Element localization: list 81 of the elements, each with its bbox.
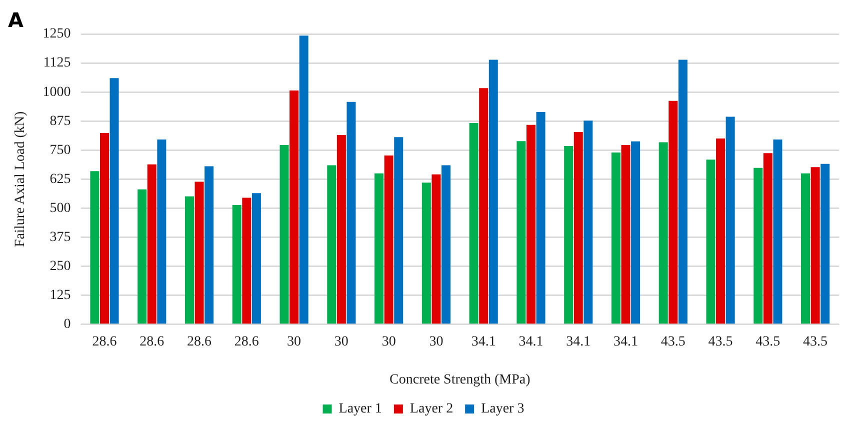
y-tick-label: 500 [50, 200, 71, 216]
bar [488, 60, 498, 324]
bar [810, 167, 820, 324]
legend-label: Layer 1 [338, 402, 382, 417]
bar [516, 141, 526, 324]
x-tick-label: 34.1 [614, 334, 638, 350]
y-tick-label: 375 [50, 230, 71, 245]
bar [773, 139, 782, 324]
bar [706, 160, 716, 324]
y-tick-label: 250 [50, 258, 71, 274]
x-tick-label: 30 [429, 334, 444, 350]
y-tick-label: 875 [50, 114, 71, 129]
bar [536, 112, 546, 324]
x-tick-label: 43.5 [708, 334, 733, 350]
y-tick-label: 125 [50, 288, 71, 304]
bar [441, 165, 451, 324]
bar [157, 139, 166, 324]
bar [184, 196, 194, 324]
bar [611, 152, 620, 324]
bar [138, 189, 147, 324]
y-tick-label: 0 [64, 317, 71, 332]
legend-label: Layer 3 [481, 402, 524, 417]
x-tick-label: 30 [287, 334, 302, 350]
bar [716, 138, 726, 324]
bar [147, 164, 156, 324]
bar [346, 102, 356, 324]
bar [299, 36, 308, 324]
bar [204, 166, 214, 324]
bar [394, 137, 404, 324]
bar [621, 145, 630, 324]
chart-title: A [8, 8, 24, 32]
bar [90, 171, 100, 324]
x-tick-label: 34.1 [518, 334, 544, 350]
bar [526, 124, 536, 324]
bar [252, 193, 261, 324]
bar [232, 204, 242, 324]
bar [432, 174, 441, 324]
y-tick-label: 625 [50, 172, 71, 187]
bar [242, 198, 252, 324]
y-tick-label: 750 [50, 142, 71, 158]
bar [194, 182, 204, 324]
bar [336, 135, 346, 324]
bar [658, 142, 668, 324]
bar [100, 132, 109, 324]
x-tick-label: 28.6 [234, 334, 259, 350]
bar [469, 122, 478, 324]
y-axis-title: Failure Axial Load (kN) [13, 111, 28, 248]
x-tick-label: 28.6 [92, 334, 117, 350]
bar [564, 146, 574, 324]
bar [479, 88, 488, 324]
legend-label: Layer 2 [410, 402, 454, 417]
bar [290, 90, 299, 324]
y-tick-label: 1250 [42, 26, 71, 42]
x-tick-label: 28.6 [140, 334, 164, 350]
x-tick-label: 43.5 [803, 334, 828, 350]
x-tick-label: 34.1 [471, 334, 496, 350]
y-tick-label: 1000 [42, 84, 71, 100]
x-tick-label: 43.5 [660, 334, 686, 350]
bar [820, 164, 830, 324]
x-tick-label: 43.5 [756, 334, 780, 350]
bar [668, 100, 678, 324]
bar [110, 78, 119, 324]
bar [754, 168, 763, 324]
y-tick-label: 1125 [43, 56, 71, 71]
bar [801, 173, 810, 324]
x-tick-label: 30 [382, 334, 396, 350]
bar [422, 182, 431, 324]
x-tick-label: 30 [334, 334, 348, 350]
bar [574, 132, 583, 324]
bar [631, 141, 640, 324]
bar [763, 153, 772, 324]
bar [384, 156, 394, 324]
bar [327, 165, 336, 324]
bar [678, 60, 688, 324]
x-tick-label: 28.6 [187, 334, 212, 350]
x-axis-title: Concrete Strength (MPa) [390, 372, 531, 388]
x-tick-label: 34.1 [566, 334, 591, 350]
bar [280, 145, 289, 324]
bar [726, 116, 735, 324]
bar [584, 120, 593, 324]
bar [374, 173, 384, 324]
